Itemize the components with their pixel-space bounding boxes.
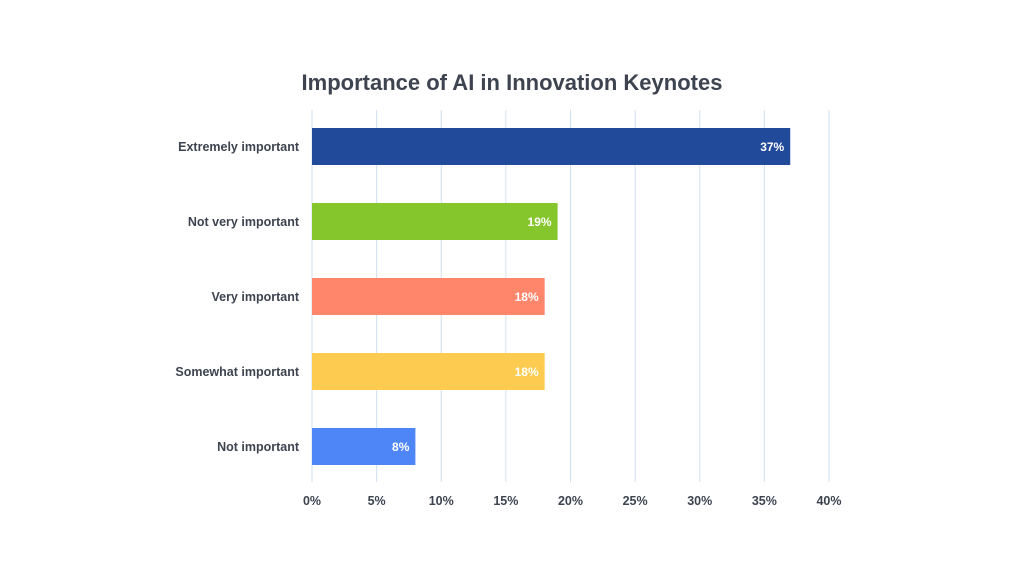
x-tick-label: 40% [816,494,841,508]
data-label: 8% [392,440,410,454]
x-tick-label: 10% [429,494,454,508]
data-label: 18% [515,290,539,304]
chart-title: Importance of AI in Innovation Keynotes [302,70,723,95]
gridlines [311,110,830,482]
bars: 37% 19% 18% 18% 8% [312,128,791,465]
category-label: Very important [211,290,299,304]
x-tick-label: 5% [368,494,386,508]
category-label: Not important [217,440,300,454]
bar [312,128,791,165]
x-tick-label: 35% [752,494,777,508]
x-tick-label: 15% [493,494,518,508]
data-label: 18% [515,365,539,379]
x-tick-label: 0% [303,494,321,508]
category-label: Somewhat important [175,365,299,379]
x-axis-ticks: 0% 5% 10% 15% 20% 25% 30% 35% 40% [303,494,842,508]
x-tick-label: 25% [623,494,648,508]
bar [312,428,416,465]
data-label: 19% [528,215,552,229]
x-tick-label: 20% [558,494,583,508]
x-tick-label: 30% [687,494,712,508]
bar [312,203,558,240]
category-labels: Extremely important Not very important Ver… [175,140,299,454]
data-label: 37% [760,140,784,154]
category-label: Extremely important [178,140,300,154]
bar [312,353,545,390]
category-label: Not very important [188,215,300,229]
bar [312,278,545,315]
